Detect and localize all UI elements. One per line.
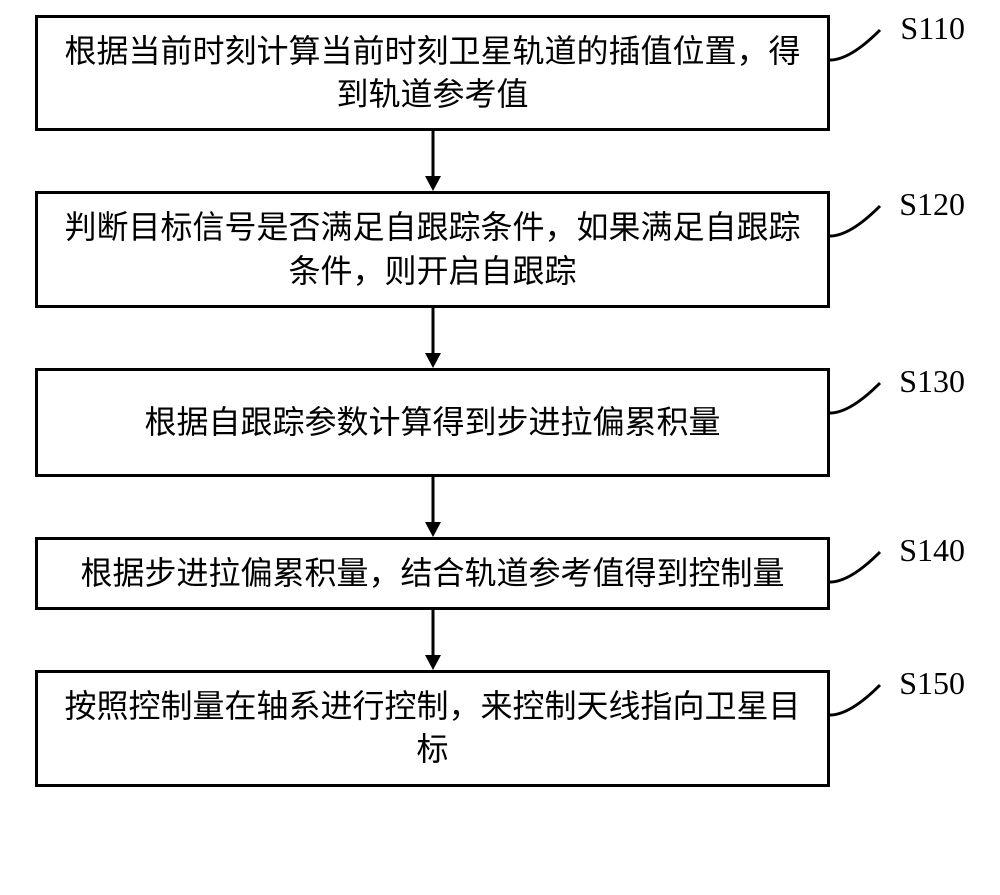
step-box-s150: 按照控制量在轴系进行控制，来控制天线指向卫星目标 [35,670,830,786]
step-box-s130: 根据自跟踪参数计算得到步进拉偏累积量 [35,368,830,477]
step-box-s110: 根据当前时刻计算当前时刻卫星轨道的插值位置，得到轨道参考值 [35,15,830,131]
step-row-s150: 按照控制量在轴系进行控制，来控制天线指向卫星目标 S150 [35,670,965,786]
step-box-s120: 判断目标信号是否满足自跟踪条件，如果满足自跟踪条件，则开启自跟踪 [35,191,830,307]
step-row-s140: 根据步进拉偏累积量，结合轨道参考值得到控制量 S140 [35,537,965,610]
step-row-s110: 根据当前时刻计算当前时刻卫星轨道的插值位置，得到轨道参考值 S110 [35,15,965,131]
step-text: 判断目标信号是否满足自跟踪条件，如果满足自跟踪条件，则开启自跟踪 [64,209,800,288]
arrow-1-2 [35,131,830,191]
step-box-s140: 根据步进拉偏累积量，结合轨道参考值得到控制量 [35,537,830,610]
step-label-s120: S120 [899,186,965,223]
step-text: 根据步进拉偏累积量，结合轨道参考值得到控制量 [80,555,784,591]
step-label-s130: S130 [899,363,965,400]
step-label-s140: S140 [899,532,965,569]
step-row-s120: 判断目标信号是否满足自跟踪条件，如果满足自跟踪条件，则开启自跟踪 S120 [35,191,965,307]
arrow-3-4 [35,477,830,537]
step-row-s130: 根据自跟踪参数计算得到步进拉偏累积量 S130 [35,368,965,477]
step-text: 根据当前时刻计算当前时刻卫星轨道的插值位置，得到轨道参考值 [64,33,800,112]
step-text: 根据自跟踪参数计算得到步进拉偏累积量 [144,404,720,440]
step-label-s150: S150 [899,665,965,702]
arrow-2-3 [35,308,830,368]
step-text: 按照控制量在轴系进行控制，来控制天线指向卫星目标 [64,688,800,767]
step-label-s110: S110 [900,10,965,47]
flowchart-container: 根据当前时刻计算当前时刻卫星轨道的插值位置，得到轨道参考值 S110 判断目标信… [35,15,965,787]
arrow-4-5 [35,610,830,670]
